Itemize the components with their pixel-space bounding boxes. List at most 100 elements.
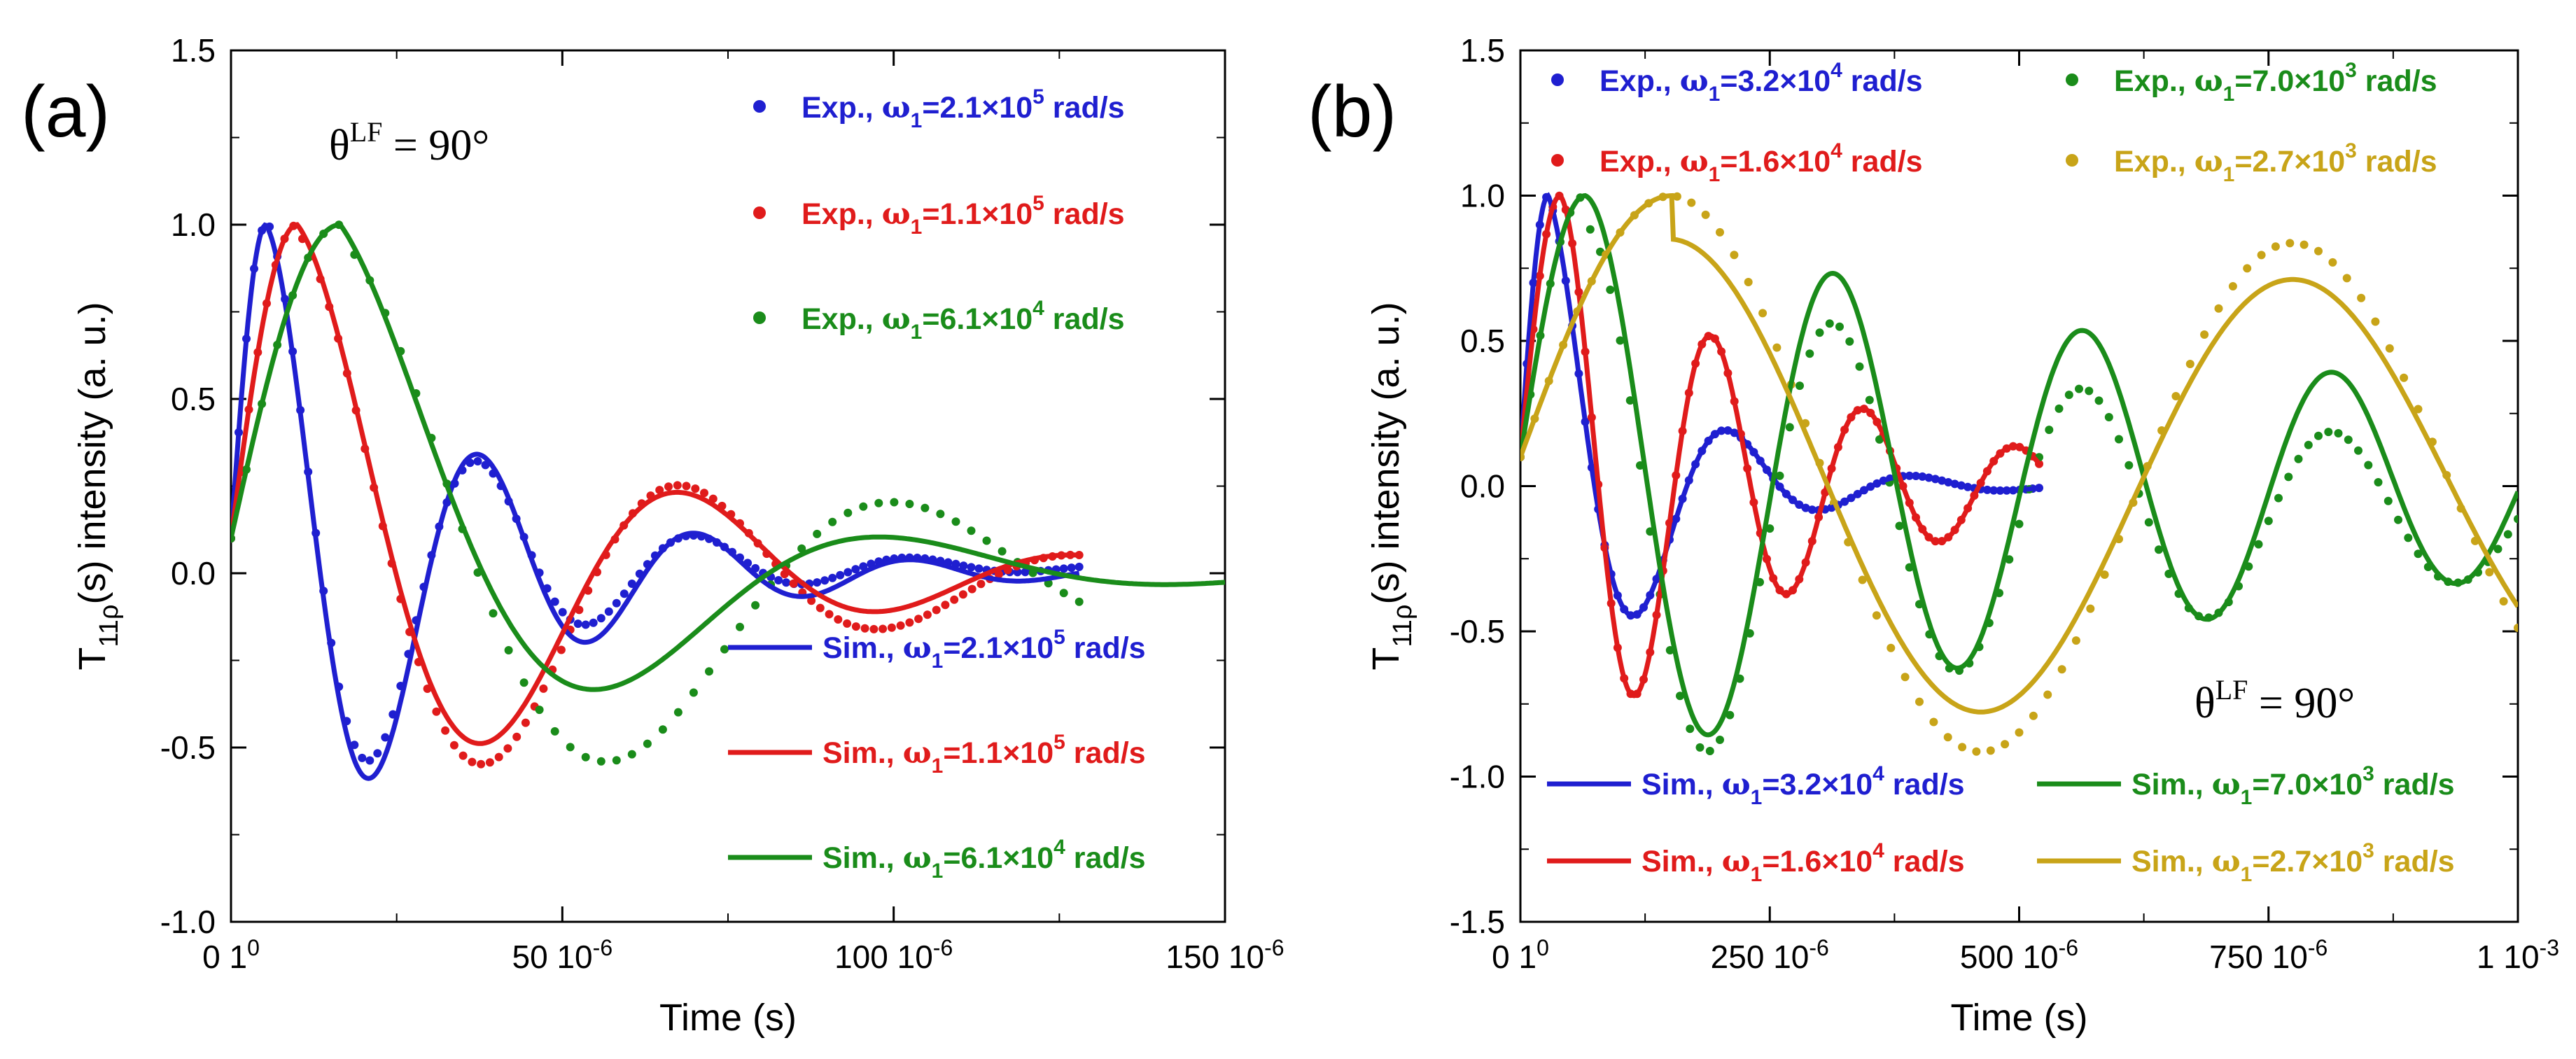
exp-point (2085, 386, 2094, 395)
exp-point (828, 573, 837, 582)
legend-label: Sim., ω1=6.1×104 rad/s (822, 836, 1146, 883)
exp-point (432, 707, 441, 716)
y-axis-label: T11ρ(s) intensity (a. u.) (1365, 302, 1418, 670)
exp-point (1686, 724, 1695, 734)
exp-point (2314, 246, 2323, 255)
exp-point (596, 614, 606, 623)
exp-point (2075, 384, 2083, 393)
exp-point (2300, 240, 2309, 249)
exp-point (828, 517, 837, 526)
exp-point (967, 563, 976, 572)
exp-point (2015, 728, 2024, 737)
exp-point (2374, 478, 2383, 486)
exp-point (860, 624, 869, 633)
exp-point (573, 619, 582, 629)
panel-label: (b) (1308, 71, 1396, 153)
exp-point (2394, 515, 2402, 524)
exp-point (673, 708, 682, 717)
exp-point (2064, 391, 2073, 400)
exp-point (1865, 395, 1874, 405)
exp-point (2514, 624, 2518, 632)
exp-point (643, 739, 652, 748)
x-tick-label: 0 10 (1492, 935, 1549, 975)
exp-point (2243, 264, 2252, 273)
exp-point (967, 526, 976, 535)
exp-point (1815, 328, 1824, 337)
exp-point (920, 503, 930, 512)
exp-point (2015, 519, 2024, 528)
x-tick-label: 250 10-6 (1711, 935, 1829, 975)
exp-point (2115, 435, 2123, 444)
exp-point (566, 743, 575, 752)
legend-marker-dot (2066, 73, 2078, 86)
exp-point (1716, 736, 1724, 744)
x-tick-label: 0 10 (202, 935, 260, 975)
exp-point (1586, 225, 1595, 234)
exp-point (813, 578, 822, 587)
exp-point (627, 750, 636, 759)
exp-point (1726, 710, 1735, 720)
x-axis-label: Time (s) (1951, 997, 2088, 1039)
exp-point (2155, 545, 2163, 554)
legend-label: Exp., ω1=2.1×105 rad/s (802, 85, 1125, 132)
exp-point (1795, 381, 1804, 391)
exp-point (967, 584, 976, 594)
exp-point (1021, 568, 1030, 577)
legend-marker-dot (1551, 73, 1564, 86)
exp-point (581, 620, 590, 629)
exp-point (458, 751, 468, 760)
exp-point (720, 645, 729, 654)
sim-line-6 (1520, 192, 2518, 738)
exp-point (468, 757, 477, 766)
x-tick-label: 100 10-6 (834, 935, 953, 975)
legend-label: Exp., ω1=6.1×104 rad/s (802, 297, 1125, 344)
y-tick-label: -1.0 (160, 904, 216, 940)
legend-entry-7: Sim., ω1=2.7×103 rad/s (2037, 839, 2455, 886)
legend-marker-dot (1551, 154, 1564, 167)
exp-point (932, 605, 941, 615)
exp-point (2254, 540, 2263, 549)
exp-point (959, 561, 968, 570)
exp-point (449, 741, 458, 750)
exp-point (950, 595, 959, 604)
exp-point (1074, 562, 1084, 571)
exp-point (807, 596, 816, 605)
y-tick-label: 0.0 (1460, 468, 1505, 505)
exp-point (2384, 496, 2393, 505)
legend-marker-dot (2066, 154, 2078, 167)
sim-line-5 (1520, 192, 2041, 699)
legend-label: Exp., ω1=1.1×105 rad/s (802, 192, 1125, 239)
exp-point (627, 580, 636, 588)
legend-entry-3: Exp., ω1=2.7×103 rad/s (2066, 139, 2437, 186)
exp-point (2144, 518, 2153, 527)
exp-point (2414, 405, 2423, 414)
legend-entry-1: Exp., ω1=1.6×104 rad/s (1551, 139, 1923, 186)
exp-point (974, 564, 983, 573)
exp-point (2328, 258, 2337, 267)
exp-point (1895, 521, 1904, 531)
exp-point (519, 678, 528, 687)
exp-point (558, 608, 567, 617)
legend-label: Sim., ω1=7.0×103 rad/s (2132, 762, 2455, 809)
exp-point (1858, 575, 1867, 584)
exp-point (441, 726, 450, 735)
exp-point (1059, 564, 1068, 573)
x-tick-label: 500 10-6 (1960, 935, 2078, 975)
exp-point (2357, 293, 2366, 302)
exp-point (2274, 493, 2283, 503)
legend-marker-dot (753, 100, 766, 113)
legend-label: Sim., ω1=2.7×103 rad/s (2132, 839, 2455, 886)
exp-point (489, 609, 498, 618)
exp-point (2071, 636, 2080, 645)
y-tick-label: 1.0 (1460, 178, 1505, 214)
legend-entry-2: Exp., ω1=6.1×104 rad/s (753, 297, 1125, 344)
exp-point (820, 576, 830, 585)
exp-point (851, 622, 860, 631)
exp-point (890, 498, 899, 507)
exp-point (2334, 429, 2343, 437)
y-tick-label: 0.0 (171, 555, 216, 591)
y-tick-label: 1.0 (171, 206, 216, 243)
exp-point (2054, 404, 2064, 413)
exp-point (751, 601, 760, 610)
